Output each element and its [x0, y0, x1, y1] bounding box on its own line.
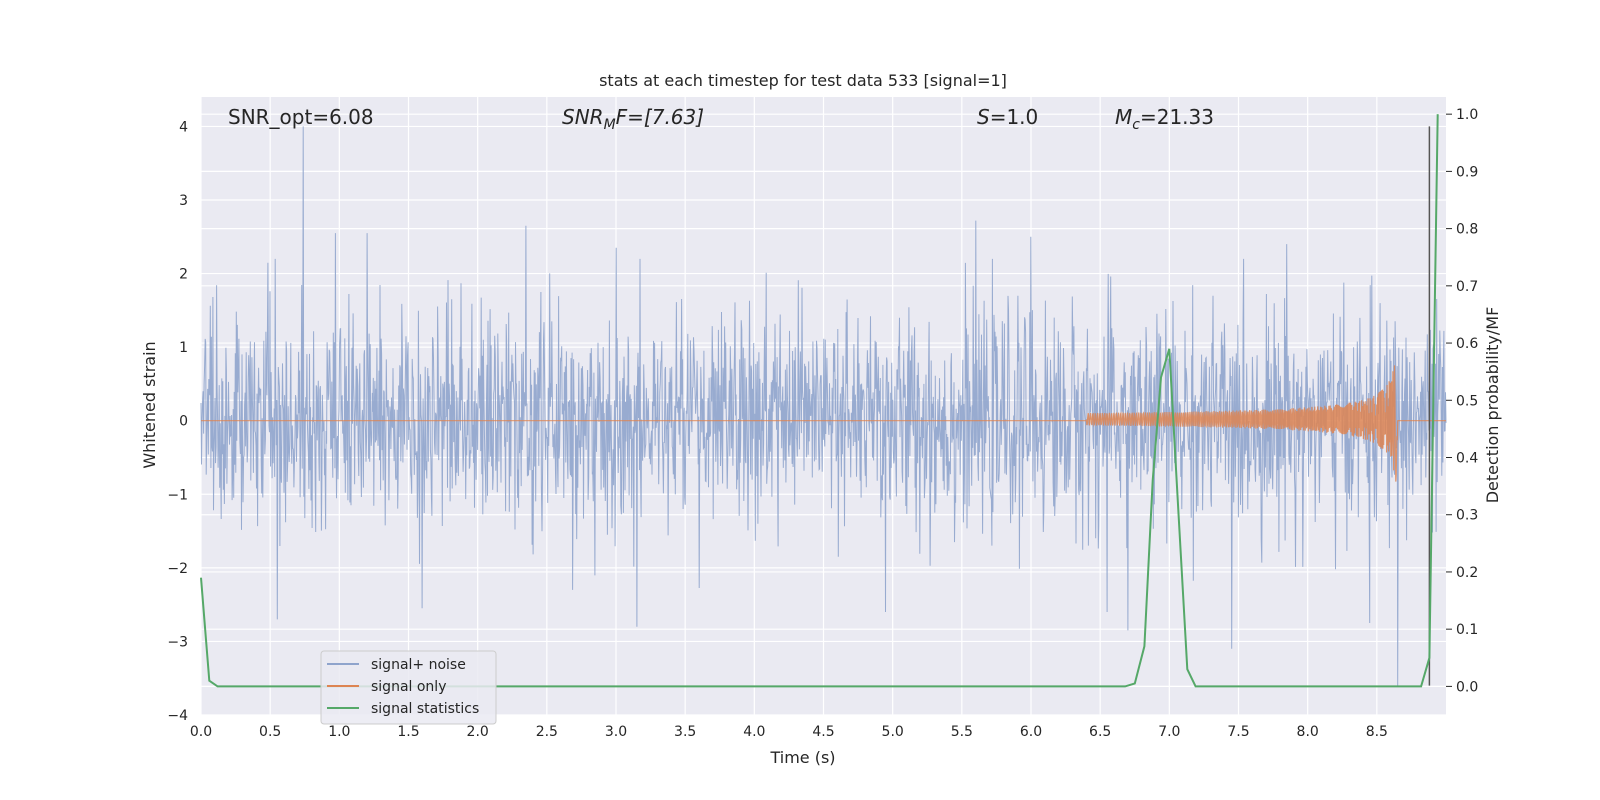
signal-only-line [201, 365, 1446, 482]
x-tick-label: 4.5 [812, 724, 834, 740]
annotation-snr-mf-tail: F=[7.63] [616, 105, 704, 129]
y2-tick-label: 0.4 [1456, 451, 1478, 467]
y-tick-label: 1 [179, 340, 188, 356]
y-tick-label: −4 [167, 708, 188, 724]
annotation-snr-mf-sub: M [604, 117, 616, 133]
x-tick-label: 8.5 [1366, 724, 1388, 740]
legend-box [320, 650, 497, 725]
y2-axis-ticks: 0.0 0.1 0.2 0.3 0.4 0.5 0.6 0.7 0.8 0.9 1.0 [1446, 107, 1478, 695]
signal-statistics-line [200, 114, 1439, 688]
annotation-mc-tail: =21.33 [1140, 105, 1214, 129]
x-tick-label: 2.5 [536, 724, 558, 740]
y2-tick-label: 0.3 [1456, 508, 1478, 524]
y-tick-label: 2 [179, 267, 188, 283]
annotation-s-tail: =1.0 [990, 105, 1039, 129]
annotation-s: S=1.0 [977, 105, 1038, 129]
x-tick-label: 2.0 [467, 724, 489, 740]
y-tick-label: −3 [167, 634, 188, 650]
x-axis-label: Time (s) [769, 748, 835, 767]
annotation-s-main: S [977, 105, 990, 129]
signal-noise-line [200, 126, 1447, 686]
y-tick-label: 4 [179, 119, 188, 135]
y2-tick-label: 0.2 [1456, 565, 1478, 581]
y2-tick-label: 0.6 [1456, 336, 1478, 352]
legend-label-signal-statistics: signal statistics [371, 701, 479, 717]
y2-tick-label: 0.0 [1456, 679, 1478, 695]
x-tick-label: 3.5 [674, 724, 696, 740]
y2-tick-label: 0.9 [1456, 164, 1478, 180]
annotation-mc-sub: c [1132, 117, 1140, 133]
x-tick-label: 5.0 [882, 724, 904, 740]
legend-label-signal-noise: signal+ noise [371, 657, 466, 673]
series-signal-statistics [200, 114, 1439, 688]
x-tick-label: 1.5 [397, 724, 419, 740]
legend-label-signal-only: signal only [371, 679, 446, 695]
y-tick-label: −1 [167, 487, 188, 503]
x-tick-label: 6.0 [1020, 724, 1042, 740]
x-tick-label: 3.0 [605, 724, 627, 740]
y-tick-label: 3 [179, 193, 188, 209]
annotation-mc: Mc=21.33 [1115, 105, 1214, 133]
annotation-snr-opt: SNR_opt=6.08 [228, 105, 374, 129]
x-tick-label: 8.0 [1297, 724, 1319, 740]
x-tick-label: 0.0 [190, 724, 212, 740]
y-axis-label: Whitened strain [140, 341, 159, 468]
y2-axis-label: Detection probability/MF [1483, 307, 1502, 504]
series-signal-noise [200, 126, 1447, 686]
y-tick-label: −2 [167, 561, 188, 577]
x-axis-ticks: 0.0 0.5 1.0 1.5 2.0 2.5 3.0 3.5 4.0 4.5 5.0 5.5 6.0 6… [190, 724, 1388, 740]
annotation-mc-main: M [1115, 105, 1132, 129]
y2-tick-label: 0.1 [1456, 622, 1478, 638]
x-tick-label: 0.5 [259, 724, 281, 740]
y-tick-label: 0 [179, 414, 188, 430]
series-signal-only [201, 365, 1446, 482]
y2-tick-label: 0.8 [1456, 222, 1478, 238]
annotation-snr-mf: SNRMF=[7.63] [562, 105, 704, 133]
x-tick-label: 4.0 [743, 724, 765, 740]
y2-tick-label: 1.0 [1456, 107, 1478, 123]
x-tick-label: 1.0 [328, 724, 350, 740]
x-tick-label: 5.5 [951, 724, 973, 740]
y2-tick-label: 0.5 [1456, 393, 1478, 409]
chart-title: stats at each timestep for test data 533… [599, 71, 1007, 90]
annotation-snr-mf-main: SNR [562, 105, 604, 129]
legend: signal+ noise signal only signal statist… [320, 650, 497, 725]
y2-tick-label: 0.7 [1456, 279, 1478, 295]
x-tick-label: 7.5 [1227, 724, 1249, 740]
x-tick-label: 6.5 [1089, 724, 1111, 740]
y-axis-ticks: −4 −3 −2 −1 0 1 2 3 4 [167, 119, 188, 724]
x-tick-label: 7.0 [1158, 724, 1180, 740]
